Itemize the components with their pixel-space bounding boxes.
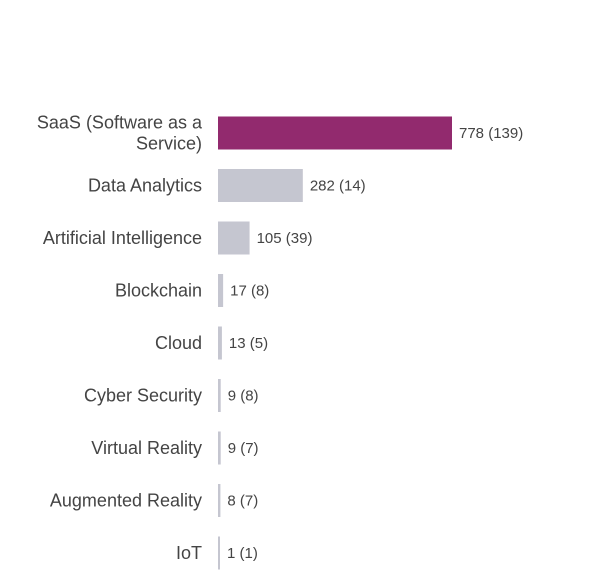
value-label-1: 778 (139): [459, 125, 523, 142]
bar-6: [218, 379, 221, 412]
category-label-2: Data Analytics: [88, 176, 202, 196]
bar-8: [218, 484, 221, 517]
value-label-9: 1 (1): [227, 545, 258, 562]
value-label-7: 9 (7): [228, 440, 259, 457]
category-label-7: Virtual Reality: [91, 438, 202, 458]
bar-3: [218, 221, 250, 255]
bar-9: [218, 536, 220, 570]
category-labels: SaaS (Software as a Service) Data Analytic…: [37, 113, 203, 564]
bar-2: [218, 169, 303, 202]
bar-5: [218, 326, 222, 360]
bar-4: [218, 274, 224, 307]
value-labels: 778 (139) 282 (14) 105 (39) 17 (8) 13 (5) 9 (…: [227, 125, 523, 562]
bar-1: [218, 116, 452, 150]
category-label-1: SaaS (Software as a Service): [37, 113, 203, 154]
category-label-8: Augmented Reality: [50, 491, 202, 511]
category-label-3: Artificial Intelligence: [43, 228, 202, 248]
bars: [218, 116, 452, 570]
bar-7: [218, 431, 221, 465]
value-label-6: 9 (8): [228, 388, 259, 405]
category-label-5: Cloud: [155, 333, 202, 353]
category-label-4: Blockchain: [115, 281, 202, 301]
value-label-2: 282 (14): [310, 178, 366, 195]
value-label-4: 17 (8): [230, 283, 269, 300]
value-label-3: 105 (39): [257, 230, 313, 247]
value-label-8: 8 (7): [227, 493, 258, 510]
value-label-5: 13 (5): [229, 335, 268, 352]
category-label-9: IoT: [176, 543, 202, 563]
category-label-6: Cyber Security: [84, 386, 202, 406]
